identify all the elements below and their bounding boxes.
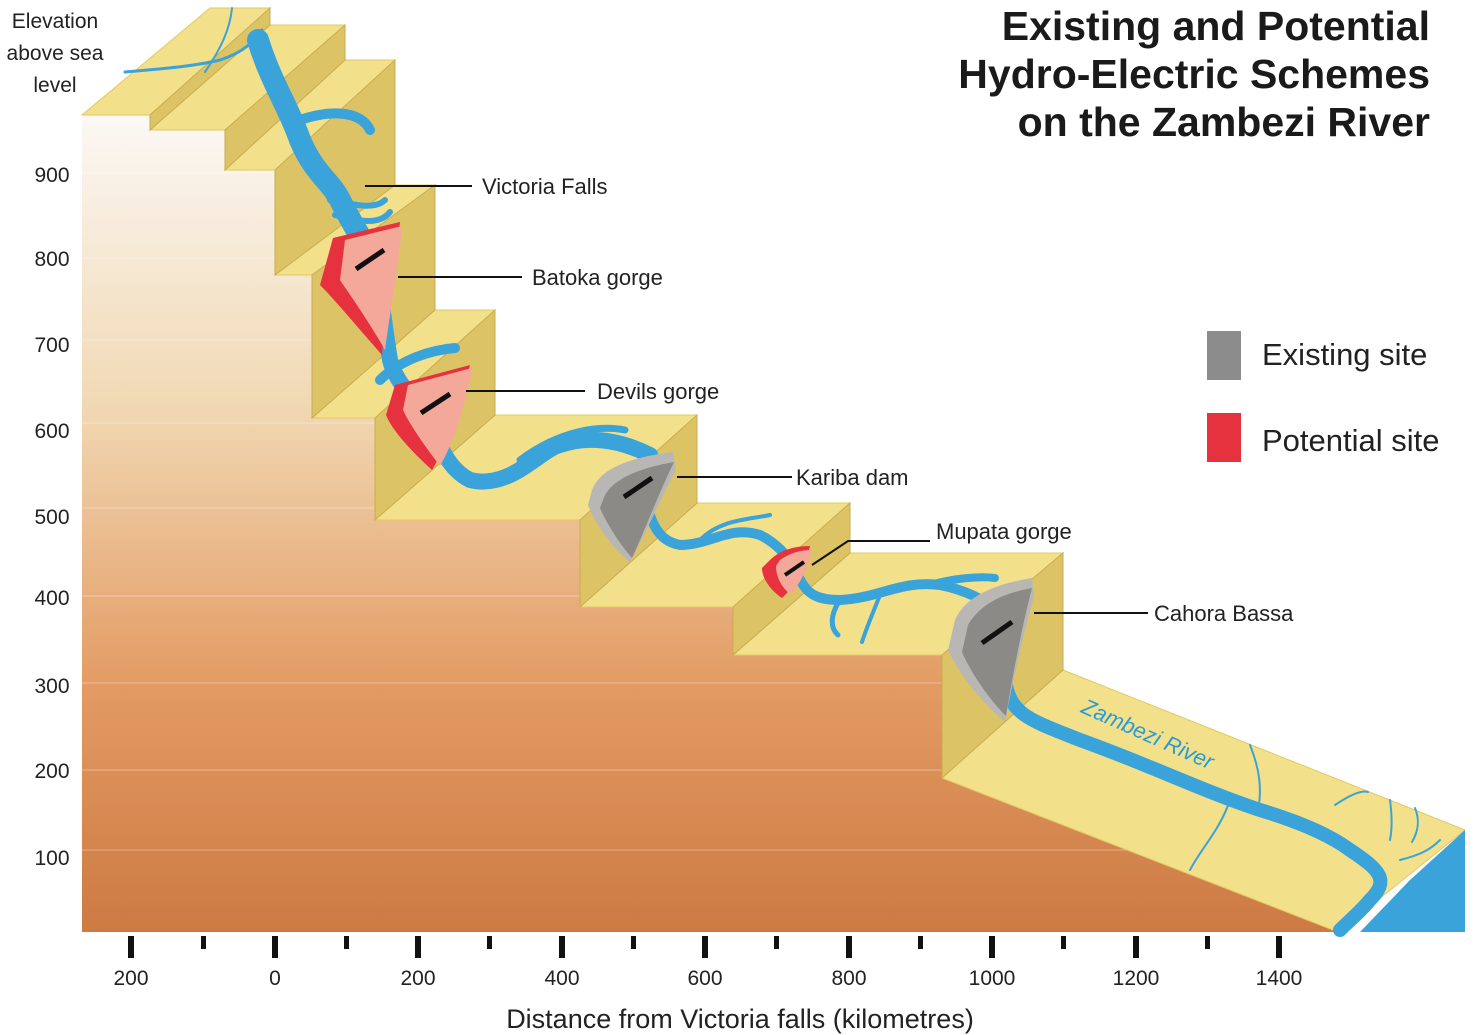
site-cahora-bassa	[948, 578, 1034, 722]
y-tick: 400	[34, 587, 69, 610]
x-axis-tick-marks	[128, 936, 1282, 958]
x-tick: 800	[831, 967, 866, 990]
label-devils-gorge: Devils gorge	[597, 379, 719, 404]
legend-existing-label: Existing site	[1262, 337, 1427, 372]
site-devils-gorge	[386, 365, 472, 470]
x-axis-title: Distance from Victoria falls (kilometres…	[506, 1004, 974, 1034]
y-tick: 800	[34, 248, 69, 271]
diagram-title: Existing and Potential Hydro-Electric Sc…	[958, 3, 1430, 145]
y-tick: 900	[34, 164, 69, 187]
legend: Existing site Potential site	[1207, 331, 1440, 462]
y-tick: 500	[34, 506, 69, 529]
x-tick: 200	[400, 967, 435, 990]
label-batoka-gorge: Batoka gorge	[532, 265, 663, 290]
legend-potential-swatch	[1207, 413, 1241, 462]
sea-area	[1360, 830, 1465, 932]
y-tick: 300	[34, 675, 69, 698]
x-tick: 1400	[1256, 967, 1303, 990]
legend-potential-label: Potential site	[1262, 423, 1440, 458]
x-tick: 400	[544, 967, 579, 990]
y-axis-title-line-1: Elevation	[12, 10, 98, 33]
label-mupata-gorge: Mupata gorge	[936, 519, 1072, 544]
title-line-3: on the Zambezi River	[1018, 99, 1430, 145]
legend-existing-swatch	[1207, 331, 1241, 380]
y-axis-title: Elevation above sea level	[7, 10, 104, 97]
y-axis-title-line-3: level	[33, 74, 76, 97]
y-axis-ticks: 900 800 700 600 500 400 300 200 100	[34, 164, 69, 870]
x-tick: 600	[687, 967, 722, 990]
x-tick: 1200	[1113, 967, 1160, 990]
title-line-1: Existing and Potential	[1002, 3, 1430, 49]
label-kariba-dam: Kariba dam	[796, 465, 909, 490]
site-mupata-gorge	[762, 546, 812, 598]
site-kariba-dam	[588, 452, 676, 562]
x-tick: 0	[269, 967, 281, 990]
y-axis-title-line-2: above sea	[7, 42, 104, 65]
y-tick: 100	[34, 847, 69, 870]
x-tick: 200	[113, 967, 148, 990]
x-tick: 1000	[969, 967, 1016, 990]
title-line-2: Hydro-Electric Schemes	[958, 51, 1430, 97]
label-cahora-bassa: Cahora Bassa	[1154, 601, 1294, 626]
site-batoka-gorge	[320, 222, 402, 355]
y-tick: 200	[34, 760, 69, 783]
y-tick: 600	[34, 420, 69, 443]
zambezi-river	[123, 7, 1441, 937]
label-victoria-falls: Victoria Falls	[482, 174, 608, 199]
x-axis-ticks: 200 0 200 400 600 800 1000 1200 1400	[113, 967, 1302, 990]
callout-lines	[365, 185, 1148, 614]
y-tick: 700	[34, 334, 69, 357]
